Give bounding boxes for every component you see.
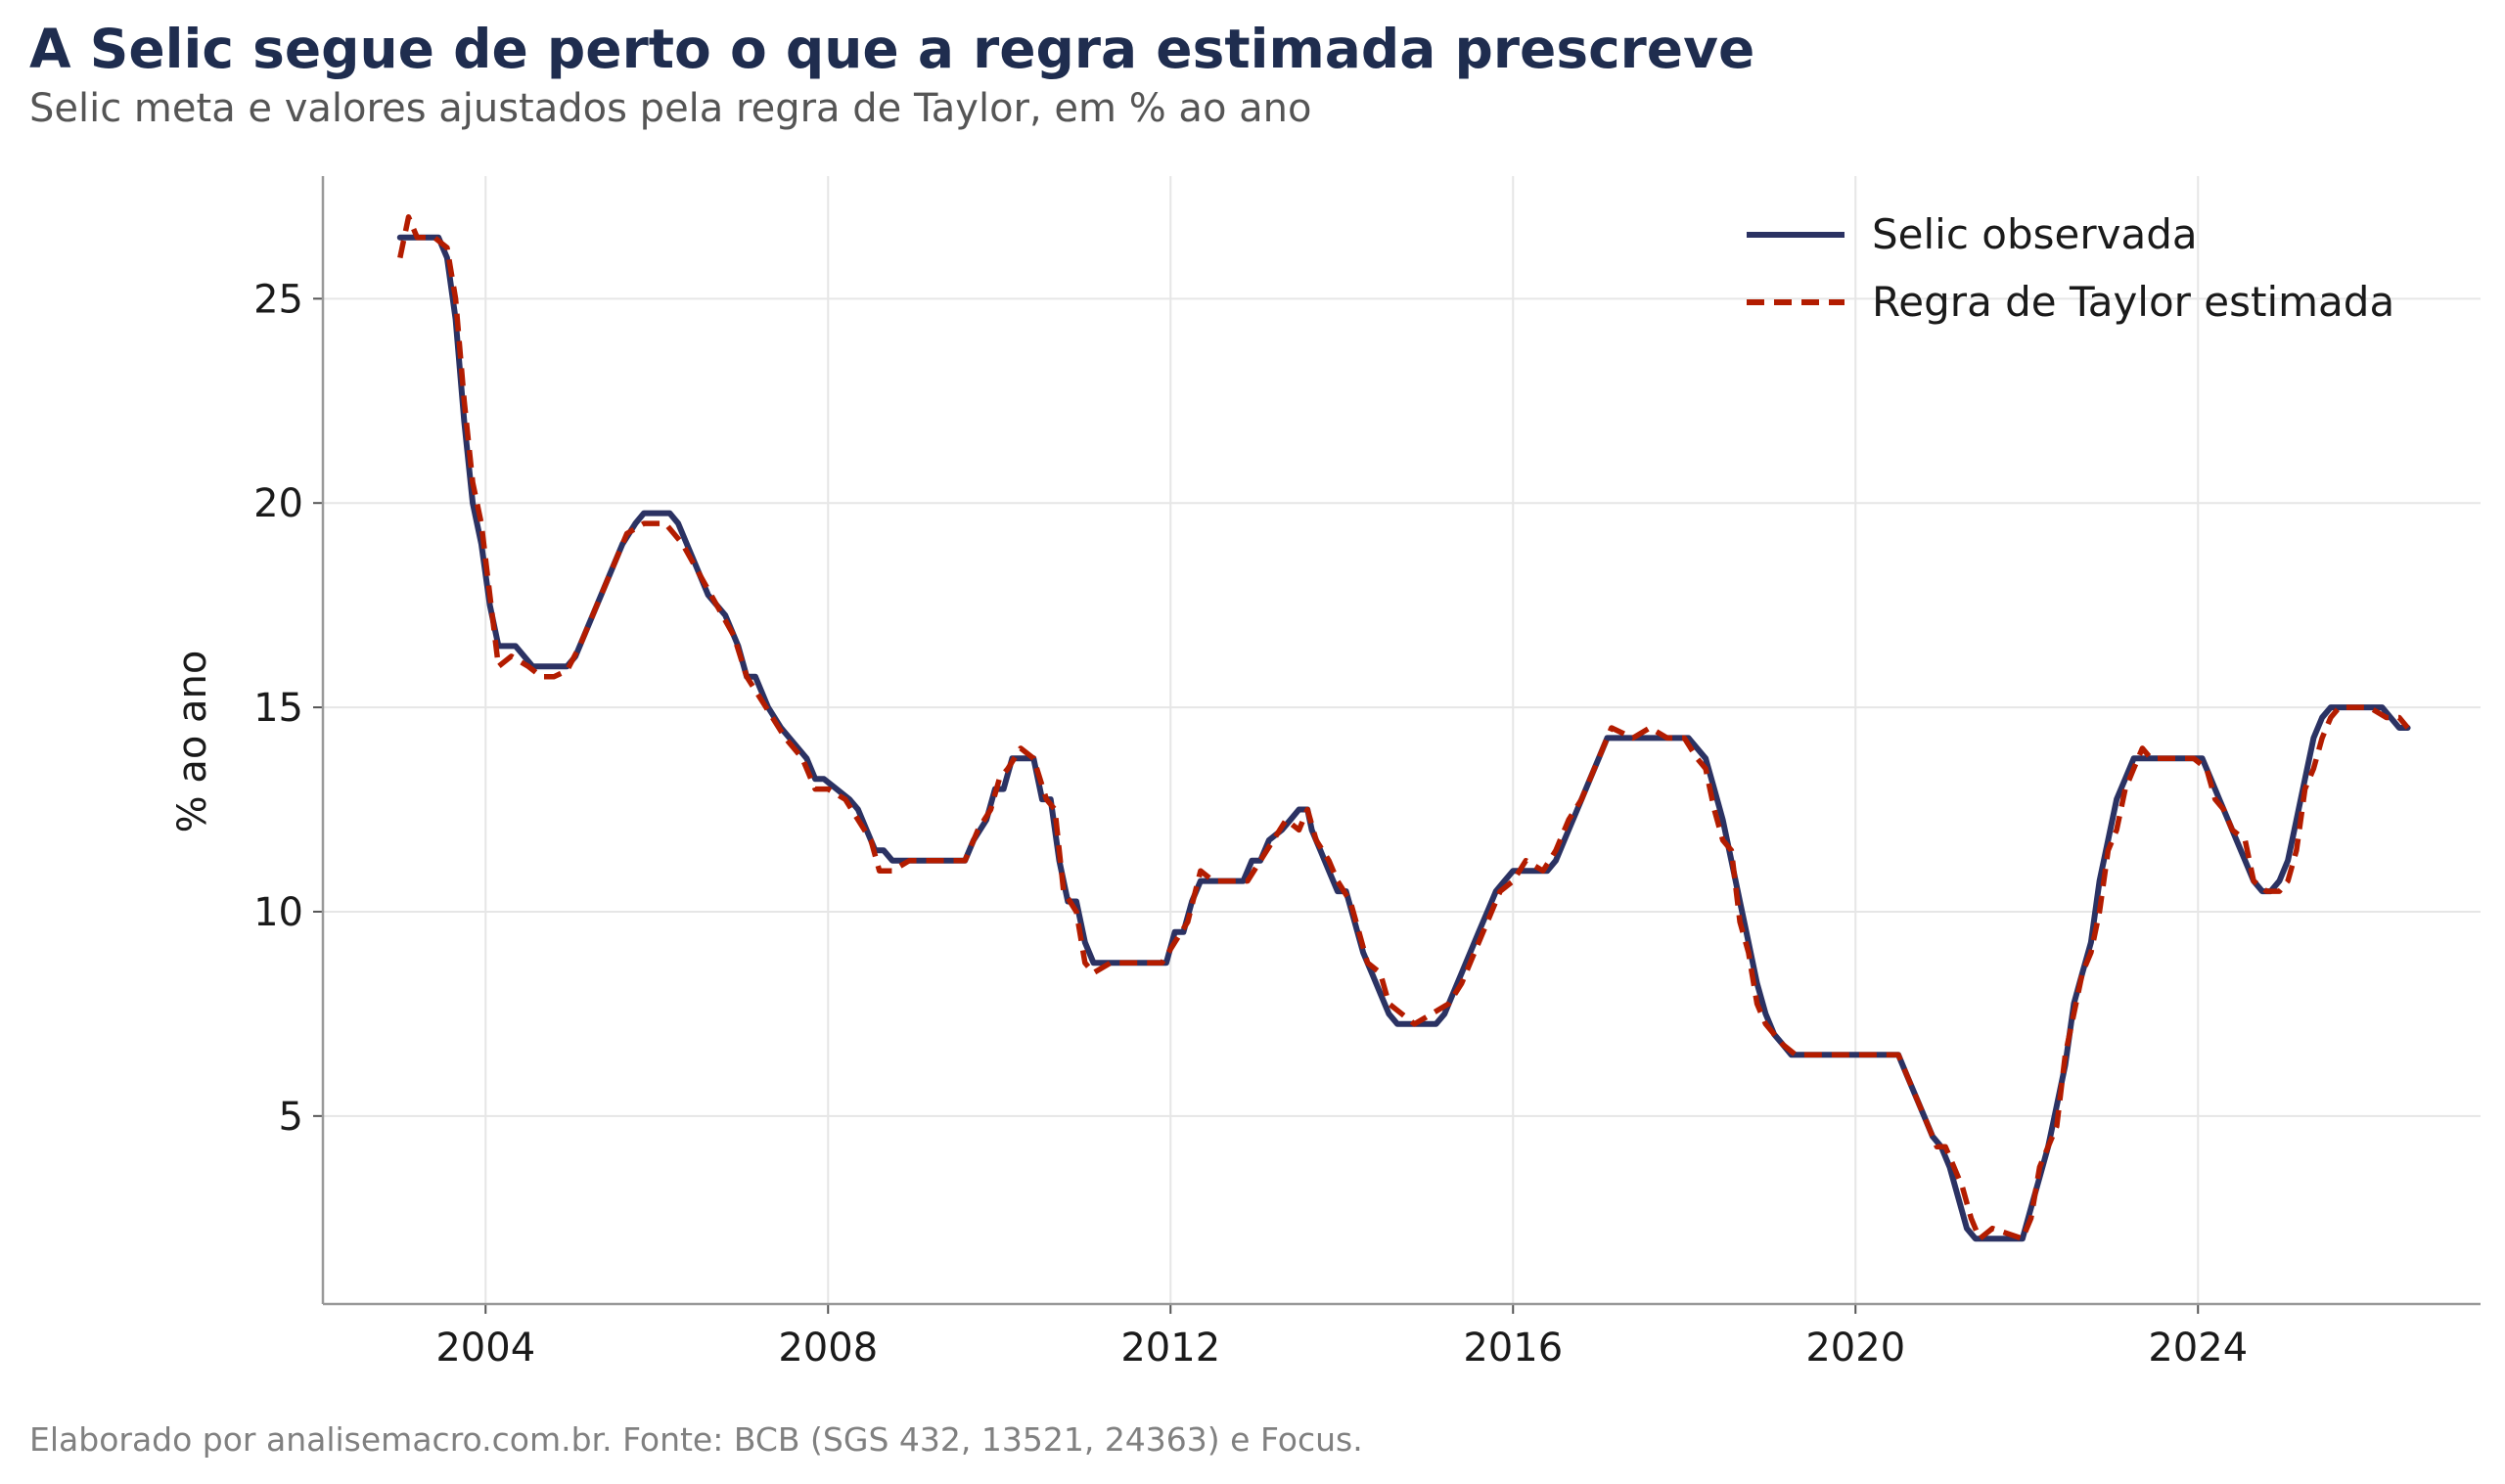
axes: 2004 2008 2012 2016 2020 2024 5 10 15 20 25: [253, 176, 2481, 1371]
x-tick-label: 2020: [1805, 1326, 1905, 1371]
grid: [323, 176, 2481, 1304]
y-tick-label: 5: [279, 1095, 303, 1140]
x-tick-label: 2024: [2148, 1326, 2248, 1371]
x-tick-label: 2004: [435, 1326, 535, 1371]
x-tick-label: 2008: [778, 1326, 878, 1371]
legend-label: Regra de Taylor estimada: [1872, 278, 2394, 326]
y-tick-label: 25: [253, 277, 303, 322]
series: [396, 214, 2411, 1242]
chart-title: A Selic segue de perto o que a regra est…: [29, 18, 1755, 80]
legend: Selic observada Regra de Taylor estimada: [1747, 210, 2394, 326]
series-line-taylor: [397, 214, 2410, 1241]
y-axis-label: % ao ano: [170, 651, 215, 833]
legend-label: Selic observada: [1872, 210, 2198, 258]
x-tick-label: 2016: [1463, 1326, 1563, 1371]
source-caption: Elaborado por analisemacro.com.br. Fonte…: [29, 1420, 1363, 1459]
chart-subtitle: Selic meta e valores ajustados pela regr…: [29, 86, 1312, 131]
x-tick-label: 2012: [1120, 1326, 1220, 1371]
series-line-selic: [396, 234, 2411, 1242]
y-tick-label: 10: [253, 890, 303, 935]
y-tick-label: 15: [253, 686, 303, 731]
y-tick-label: 20: [253, 481, 303, 526]
